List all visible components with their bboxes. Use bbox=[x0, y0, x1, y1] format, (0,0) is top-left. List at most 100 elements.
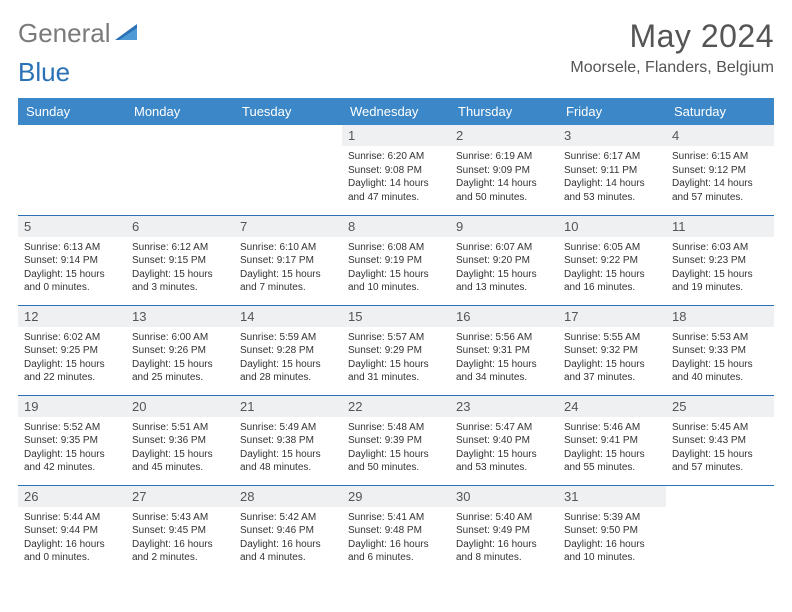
logo-triangle-icon bbox=[115, 18, 141, 49]
day-details: Sunrise: 5:43 AMSunset: 9:45 PMDaylight:… bbox=[126, 507, 234, 569]
sunrise-line: Sunrise: 5:41 AM bbox=[348, 511, 444, 525]
day-details: Sunrise: 5:39 AMSunset: 9:50 PMDaylight:… bbox=[558, 507, 666, 569]
sunset-line: Sunset: 9:48 PM bbox=[348, 524, 444, 538]
sunset-line: Sunset: 9:31 PM bbox=[456, 344, 552, 358]
calendar-week-row: 12Sunrise: 6:02 AMSunset: 9:25 PMDayligh… bbox=[18, 305, 774, 395]
sunset-line: Sunset: 9:46 PM bbox=[240, 524, 336, 538]
calendar-day-cell: 6Sunrise: 6:12 AMSunset: 9:15 PMDaylight… bbox=[126, 215, 234, 305]
location-label: Moorsele, Flanders, Belgium bbox=[570, 59, 774, 77]
sunset-line: Sunset: 9:28 PM bbox=[240, 344, 336, 358]
logo-text-blue: Blue bbox=[18, 57, 70, 88]
day-details: Sunrise: 5:53 AMSunset: 9:33 PMDaylight:… bbox=[666, 327, 774, 389]
day-number: 28 bbox=[234, 486, 342, 507]
sunset-line: Sunset: 9:32 PM bbox=[564, 344, 660, 358]
day-number: 20 bbox=[126, 396, 234, 417]
weekday-header: Monday bbox=[126, 98, 234, 125]
day-number: 16 bbox=[450, 306, 558, 327]
sunset-line: Sunset: 9:38 PM bbox=[240, 434, 336, 448]
day-number: 22 bbox=[342, 396, 450, 417]
sunrise-line: Sunrise: 6:17 AM bbox=[564, 150, 660, 164]
sunset-line: Sunset: 9:39 PM bbox=[348, 434, 444, 448]
day-details: Sunrise: 6:20 AMSunset: 9:08 PMDaylight:… bbox=[342, 146, 450, 208]
calendar-day-cell: 12Sunrise: 6:02 AMSunset: 9:25 PMDayligh… bbox=[18, 305, 126, 395]
day-details: Sunrise: 5:51 AMSunset: 9:36 PMDaylight:… bbox=[126, 417, 234, 479]
daylight-line: Daylight: 15 hours and 48 minutes. bbox=[240, 448, 336, 475]
logo: General bbox=[18, 18, 141, 49]
calendar-day-cell: 13Sunrise: 6:00 AMSunset: 9:26 PMDayligh… bbox=[126, 305, 234, 395]
sunset-line: Sunset: 9:23 PM bbox=[672, 254, 768, 268]
day-details: Sunrise: 6:10 AMSunset: 9:17 PMDaylight:… bbox=[234, 237, 342, 299]
calendar-day-cell: 19Sunrise: 5:52 AMSunset: 9:35 PMDayligh… bbox=[18, 395, 126, 485]
sunset-line: Sunset: 9:12 PM bbox=[672, 164, 768, 178]
calendar-day-cell: 27Sunrise: 5:43 AMSunset: 9:45 PMDayligh… bbox=[126, 485, 234, 575]
calendar-day-cell: 14Sunrise: 5:59 AMSunset: 9:28 PMDayligh… bbox=[234, 305, 342, 395]
sunrise-line: Sunrise: 5:47 AM bbox=[456, 421, 552, 435]
daylight-line: Daylight: 15 hours and 0 minutes. bbox=[24, 268, 120, 295]
calendar-week-row: 26Sunrise: 5:44 AMSunset: 9:44 PMDayligh… bbox=[18, 485, 774, 575]
day-number: 24 bbox=[558, 396, 666, 417]
day-details: Sunrise: 5:46 AMSunset: 9:41 PMDaylight:… bbox=[558, 417, 666, 479]
daylight-line: Daylight: 15 hours and 40 minutes. bbox=[672, 358, 768, 385]
day-details: Sunrise: 5:42 AMSunset: 9:46 PMDaylight:… bbox=[234, 507, 342, 569]
calendar-day-cell: 22 Sunrise: 5:48 AMSunset: 9:39 PMDayligh… bbox=[342, 395, 450, 485]
daylight-line: Daylight: 16 hours and 8 minutes. bbox=[456, 538, 552, 565]
daylight-line: Daylight: 14 hours and 50 minutes. bbox=[456, 177, 552, 204]
calendar-table: SundayMondayTuesdayWednesdayThursdayFrid… bbox=[18, 98, 774, 575]
sunrise-line: Sunrise: 6:08 AM bbox=[348, 241, 444, 255]
calendar-day-cell: 23Sunrise: 5:47 AMSunset: 9:40 PMDayligh… bbox=[450, 395, 558, 485]
daylight-line: Daylight: 14 hours and 57 minutes. bbox=[672, 177, 768, 204]
sunset-line: Sunset: 9:17 PM bbox=[240, 254, 336, 268]
calendar-empty-cell bbox=[666, 485, 774, 575]
sunrise-line: Sunrise: 5:46 AM bbox=[564, 421, 660, 435]
sunrise-line: Sunrise: 6:02 AM bbox=[24, 331, 120, 345]
sunset-line: Sunset: 9:45 PM bbox=[132, 524, 228, 538]
daylight-line: Daylight: 16 hours and 10 minutes. bbox=[564, 538, 660, 565]
sunset-line: Sunset: 9:36 PM bbox=[132, 434, 228, 448]
sunrise-line: Sunrise: 6:20 AM bbox=[348, 150, 444, 164]
calendar-week-row: 19Sunrise: 5:52 AMSunset: 9:35 PMDayligh… bbox=[18, 395, 774, 485]
day-details: Sunrise: 5:40 AMSunset: 9:49 PMDaylight:… bbox=[450, 507, 558, 569]
day-number: 9 bbox=[450, 216, 558, 237]
daylight-line: Daylight: 15 hours and 16 minutes. bbox=[564, 268, 660, 295]
calendar-day-cell: 20Sunrise: 5:51 AMSunset: 9:36 PMDayligh… bbox=[126, 395, 234, 485]
day-number: 19 bbox=[18, 396, 126, 417]
daylight-line: Daylight: 15 hours and 37 minutes. bbox=[564, 358, 660, 385]
sunset-line: Sunset: 9:08 PM bbox=[348, 164, 444, 178]
sunrise-line: Sunrise: 5:48 AM bbox=[348, 421, 444, 435]
calendar-day-cell: 1Sunrise: 6:20 AMSunset: 9:08 PMDaylight… bbox=[342, 125, 450, 215]
day-details: Sunrise: 5:56 AMSunset: 9:31 PMDaylight:… bbox=[450, 327, 558, 389]
day-details: Sunrise: 5:57 AMSunset: 9:29 PMDaylight:… bbox=[342, 327, 450, 389]
day-details: Sunrise: 6:02 AMSunset: 9:25 PMDaylight:… bbox=[18, 327, 126, 389]
sunset-line: Sunset: 9:50 PM bbox=[564, 524, 660, 538]
day-number: 12 bbox=[18, 306, 126, 327]
sunrise-line: Sunrise: 5:49 AM bbox=[240, 421, 336, 435]
daylight-line: Daylight: 15 hours and 28 minutes. bbox=[240, 358, 336, 385]
sunrise-line: Sunrise: 5:40 AM bbox=[456, 511, 552, 525]
day-number: 11 bbox=[666, 216, 774, 237]
weekday-header: Thursday bbox=[450, 98, 558, 125]
day-details: Sunrise: 5:52 AMSunset: 9:35 PMDaylight:… bbox=[18, 417, 126, 479]
calendar-day-cell: 15Sunrise: 5:57 AMSunset: 9:29 PMDayligh… bbox=[342, 305, 450, 395]
calendar-empty-cell bbox=[234, 125, 342, 215]
calendar-day-cell: 10Sunrise: 6:05 AMSunset: 9:22 PMDayligh… bbox=[558, 215, 666, 305]
daylight-line: Daylight: 15 hours and 42 minutes. bbox=[24, 448, 120, 475]
day-number: 5 bbox=[18, 216, 126, 237]
day-details: Sunrise: 5:41 AMSunset: 9:48 PMDaylight:… bbox=[342, 507, 450, 569]
day-number: 21 bbox=[234, 396, 342, 417]
day-number: 7 bbox=[234, 216, 342, 237]
day-number: 30 bbox=[450, 486, 558, 507]
calendar-day-cell: 2Sunrise: 6:19 AMSunset: 9:09 PMDaylight… bbox=[450, 125, 558, 215]
daylight-line: Daylight: 15 hours and 13 minutes. bbox=[456, 268, 552, 295]
day-details: Sunrise: 5:45 AMSunset: 9:43 PMDaylight:… bbox=[666, 417, 774, 479]
calendar-day-cell: 24Sunrise: 5:46 AMSunset: 9:41 PMDayligh… bbox=[558, 395, 666, 485]
sunset-line: Sunset: 9:35 PM bbox=[24, 434, 120, 448]
daylight-line: Daylight: 15 hours and 50 minutes. bbox=[348, 448, 444, 475]
day-number: 17 bbox=[558, 306, 666, 327]
sunrise-line: Sunrise: 5:45 AM bbox=[672, 421, 768, 435]
day-number: 10 bbox=[558, 216, 666, 237]
weekday-header: Friday bbox=[558, 98, 666, 125]
day-number: 14 bbox=[234, 306, 342, 327]
sunset-line: Sunset: 9:14 PM bbox=[24, 254, 120, 268]
sunset-line: Sunset: 9:09 PM bbox=[456, 164, 552, 178]
calendar-empty-cell bbox=[126, 125, 234, 215]
